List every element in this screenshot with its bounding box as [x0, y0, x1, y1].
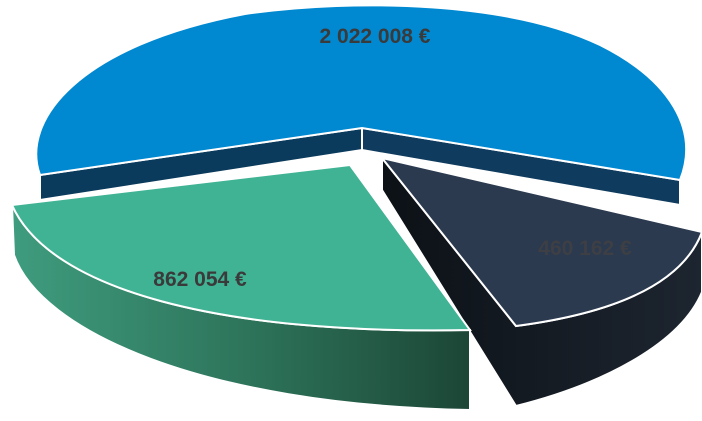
data-label-blue: 2 022 008 €: [320, 25, 431, 48]
pie-slice-blue: [35, 4, 688, 207]
data-label-navy: 460 162 €: [538, 237, 632, 260]
pie-slice-navy: [379, 155, 702, 408]
data-label-green: 862 054 €: [153, 268, 247, 291]
pie-slice-navy-top: [379, 156, 702, 328]
pie-slice-green-top: [10, 163, 472, 332]
pie-slice-green: [10, 163, 472, 412]
pie-slice-blue-top: [35, 4, 688, 182]
